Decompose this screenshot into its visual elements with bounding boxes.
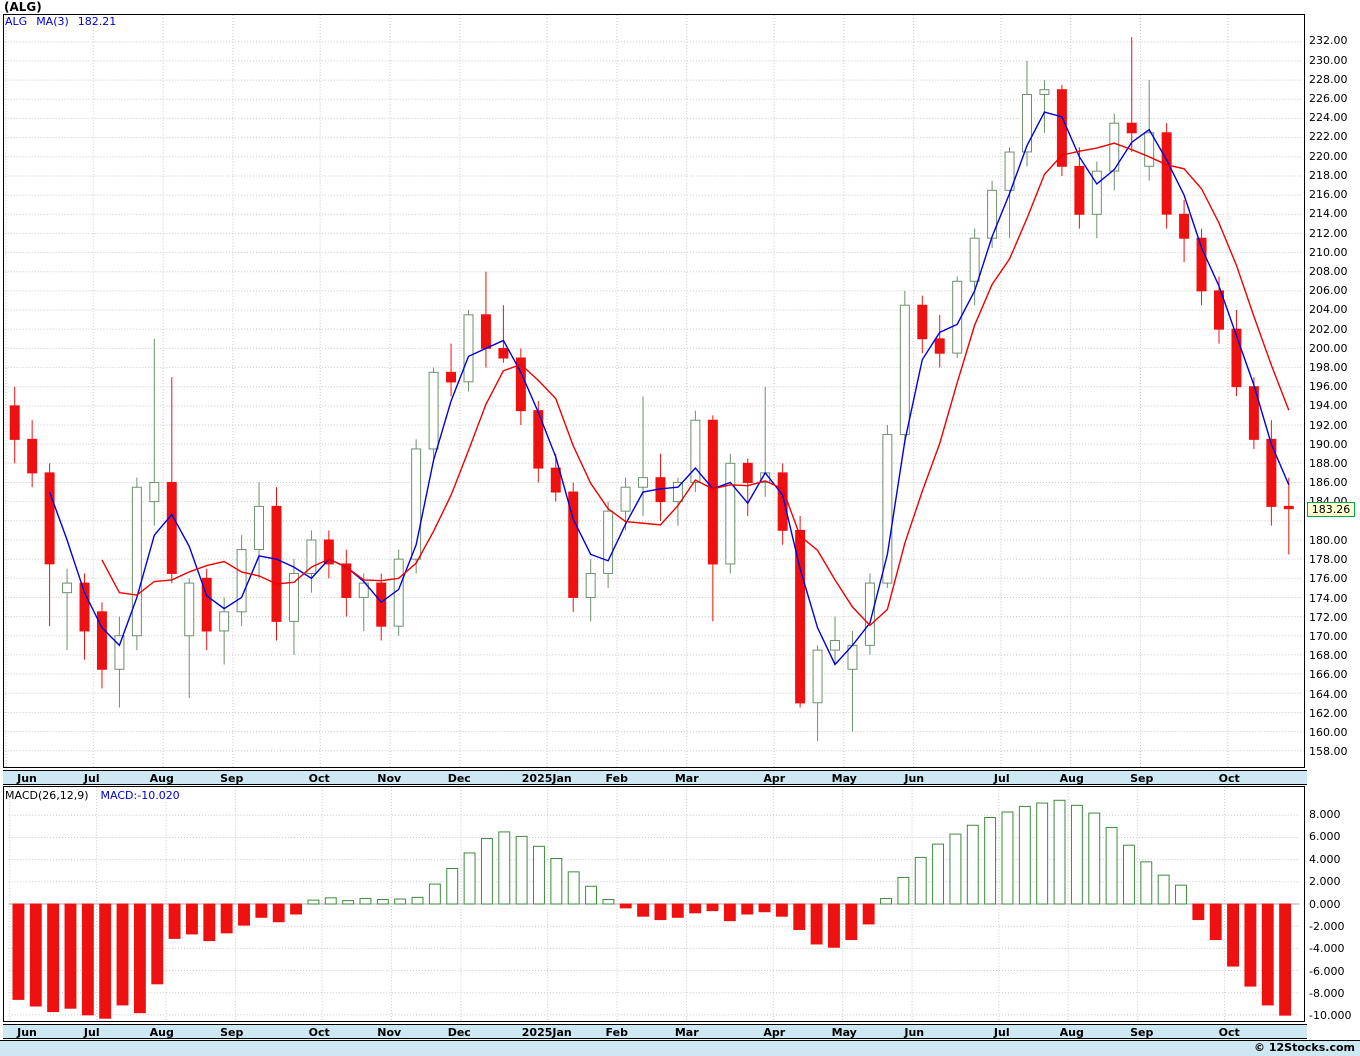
month-label: Oct xyxy=(308,772,330,785)
price-tick-label: 200.00 xyxy=(1309,341,1348,355)
price-tick-label: 214.00 xyxy=(1309,207,1348,221)
month-label: Jun xyxy=(904,1026,925,1039)
price-tick-label: 196.00 xyxy=(1309,380,1348,394)
month-label: May xyxy=(831,1026,857,1039)
price-tick-label: 230.00 xyxy=(1309,53,1348,67)
price-tick-label: 160.00 xyxy=(1309,726,1348,739)
price-tick-label: 180.00 xyxy=(1309,533,1348,547)
price-tick-label: 222.00 xyxy=(1309,130,1348,144)
price-tick-label: 158.00 xyxy=(1309,745,1348,759)
legend-ma-value: 182.21 xyxy=(77,15,117,28)
price-tick-label: 166.00 xyxy=(1309,668,1348,682)
month-label: Nov xyxy=(377,1026,402,1039)
month-label: Sep xyxy=(220,772,244,785)
price-axis: 183.26 232.00 230.00 228.00 226.00 224.00 222… xyxy=(1307,14,1359,770)
month-label: Mar xyxy=(674,772,699,785)
price-tick-label: 162.00 xyxy=(1309,706,1348,720)
month-label: 2025Jan xyxy=(521,1026,572,1039)
month-label: Nov xyxy=(377,772,402,785)
legend-ma-label: MA(3) xyxy=(36,15,69,28)
footer-bar: © 12Stocks.com xyxy=(0,1040,1360,1056)
month-label: Jul xyxy=(993,772,1010,785)
price-tick-label: 178.00 xyxy=(1309,553,1348,567)
price-tick-label: 220.00 xyxy=(1309,149,1348,163)
macd-tick-label: -6.000 xyxy=(1309,964,1345,978)
price-tick-label: 186.00 xyxy=(1309,476,1348,490)
price-tick-label: 192.00 xyxy=(1309,418,1348,432)
month-label: Jul xyxy=(993,1026,1010,1039)
macd-value-label: MACD:-10.020 xyxy=(100,789,180,802)
month-label: Aug xyxy=(1059,772,1084,785)
month-label: Jul xyxy=(83,772,100,785)
month-label: Sep xyxy=(1130,1026,1154,1039)
price-tick-label: 190.00 xyxy=(1309,437,1348,451)
page-title: (ALG) xyxy=(4,0,42,14)
price-tick-label: 232.00 xyxy=(1309,34,1348,48)
month-label: Jul xyxy=(83,1026,100,1039)
price-tick-label: 176.00 xyxy=(1309,572,1348,586)
macd-tick-label: -10.000 xyxy=(1309,1009,1352,1023)
macd-tick-label: -8.000 xyxy=(1309,987,1345,1000)
last-price-tag: 183.26 xyxy=(1307,501,1355,517)
month-label: Aug xyxy=(149,1026,174,1039)
macd-tick-label: -2.000 xyxy=(1309,919,1345,933)
month-label: Oct xyxy=(1218,1026,1240,1039)
price-tick-label: 204.00 xyxy=(1309,303,1348,317)
month-label: Mar xyxy=(674,1026,699,1039)
macd-tick-label: 2.000 xyxy=(1309,875,1341,889)
month-label: Sep xyxy=(220,1026,244,1039)
month-label: May xyxy=(831,772,857,785)
macd-params-label: MACD(26,12,9) xyxy=(5,789,89,802)
macd-tick-label: 8.000 xyxy=(1309,808,1341,821)
month-label: Jun xyxy=(904,772,925,785)
price-tick-label: 216.00 xyxy=(1309,188,1348,202)
price-chart-legend: ALG MA(3) 182.21 xyxy=(5,15,125,28)
month-label: Oct xyxy=(1218,772,1240,785)
macd-legend: MACD(26,12,9) MACD:-10.020 xyxy=(5,789,192,802)
month-label: Dec xyxy=(447,1026,471,1039)
macd-month-axis: Jun Jul Aug Sep Oct Nov Dec 2025Jan Feb Mar Apr May… xyxy=(3,1024,1307,1039)
price-tick-label: 202.00 xyxy=(1309,322,1348,336)
price-tick-label: 228.00 xyxy=(1309,72,1348,86)
month-label: Jun xyxy=(17,1026,37,1039)
month-label: Jun xyxy=(17,772,37,785)
month-label: Feb xyxy=(605,772,628,785)
price-tick-label: 226.00 xyxy=(1309,92,1348,105)
price-tick-label: 164.00 xyxy=(1309,687,1348,701)
credit-text: © 12Stocks.com xyxy=(1254,1041,1355,1054)
price-tick-label: 198.00 xyxy=(1309,361,1348,374)
macd-tick-label: 6.000 xyxy=(1309,830,1341,844)
price-chart-month-axis: Jun Jul Aug Sep Oct Nov Dec 2025Jan Feb Mar Apr May… xyxy=(3,770,1307,785)
month-label: Apr xyxy=(763,1026,786,1039)
macd-axis: 8.000 6.000 4.000 2.000 0.000 -2.000 -4.000 -6.… xyxy=(1309,786,1359,1024)
legend-symbol: ALG xyxy=(5,15,28,28)
price-tick-label: 218.00 xyxy=(1309,168,1348,182)
month-label: Apr xyxy=(763,772,786,785)
month-label: Aug xyxy=(1059,1026,1084,1039)
macd-histogram-chart xyxy=(3,786,1305,1022)
macd-tick-label: -4.000 xyxy=(1309,942,1345,956)
macd-tick-label: 4.000 xyxy=(1309,852,1341,866)
price-tick-label: 210.00 xyxy=(1309,245,1348,259)
month-label: Aug xyxy=(149,772,174,785)
price-tick-label: 206.00 xyxy=(1309,284,1348,298)
price-candlestick-chart xyxy=(3,14,1305,768)
macd-tick-label: 0.000 xyxy=(1309,897,1341,911)
month-label: Feb xyxy=(605,1026,628,1039)
price-tick-label: 174.00 xyxy=(1309,591,1348,605)
price-tick-label: 170.00 xyxy=(1309,629,1348,643)
price-tick-label: 224.00 xyxy=(1309,111,1348,125)
price-tick-label: 208.00 xyxy=(1309,264,1348,278)
price-tick-label: 188.00 xyxy=(1309,457,1348,470)
price-tick-label: 212.00 xyxy=(1309,226,1348,240)
price-tick-label: 168.00 xyxy=(1309,649,1348,663)
price-tick-label: 194.00 xyxy=(1309,399,1348,413)
price-tick-label: 172.00 xyxy=(1309,610,1348,624)
month-label: 2025Jan xyxy=(521,772,572,785)
month-label: Sep xyxy=(1130,772,1154,785)
month-label: Dec xyxy=(447,772,471,785)
month-label: Oct xyxy=(308,1026,330,1039)
